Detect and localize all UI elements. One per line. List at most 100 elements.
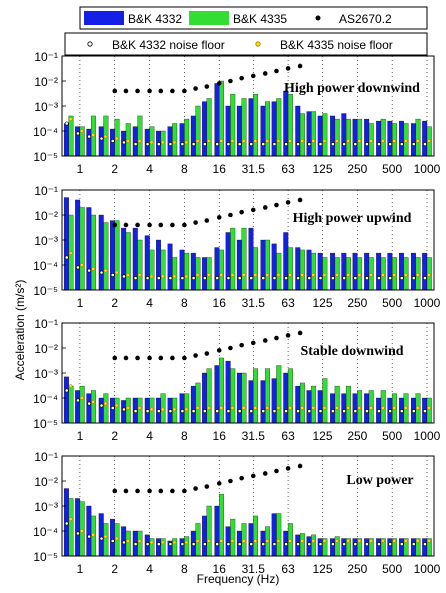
legend-top: B&K 4332 B&K 4335 AS2670.2 xyxy=(79,6,428,30)
point-nf4335 xyxy=(103,268,108,273)
point-nf4335 xyxy=(427,406,431,410)
point-as2670 xyxy=(250,207,256,213)
point-nf4332 xyxy=(272,142,277,146)
x-tick-label: 250 xyxy=(347,562,367,576)
bar-bk4332 xyxy=(422,538,428,557)
point-nf4335 xyxy=(137,406,142,410)
bar-bk4332 xyxy=(202,101,207,157)
point-nf4335 xyxy=(253,406,258,410)
point-nf4335 xyxy=(68,251,73,255)
point-as2670 xyxy=(193,486,198,491)
bar-bk4332 xyxy=(260,239,266,291)
bar-bk4335 xyxy=(219,80,224,157)
bar-bk4335 xyxy=(68,115,74,157)
point-nf4335 xyxy=(160,274,165,279)
point-nf4332 xyxy=(342,276,347,280)
bar-bk4332 xyxy=(179,393,185,424)
point-nf4332 xyxy=(87,134,92,139)
y-tick-label: 10⁻² xyxy=(34,75,58,89)
bar-bk4332 xyxy=(306,390,312,424)
x-tick-label: 4 xyxy=(146,162,153,176)
point-nf4335 xyxy=(206,273,211,277)
y-tick-label: 10⁻² xyxy=(34,475,58,489)
point-nf4335 xyxy=(300,539,304,543)
bar-bk4332 xyxy=(411,252,416,291)
bar-bk4332 xyxy=(271,243,277,291)
point-nf4335 xyxy=(184,540,189,545)
point-nf4335 xyxy=(357,139,362,143)
point-nf4335 xyxy=(160,140,165,145)
point-as2670 xyxy=(135,355,140,361)
point-nf4332 xyxy=(99,536,104,541)
point-nf4335 xyxy=(276,539,281,543)
point-nf4335 xyxy=(241,273,246,277)
point-nf4335 xyxy=(403,406,408,410)
point-nf4332 xyxy=(180,276,185,280)
point-nf4335 xyxy=(288,139,292,143)
point-nf4332 xyxy=(284,142,288,146)
y-tick-label: 10⁻⁴ xyxy=(33,525,58,539)
bar-bk4332 xyxy=(202,515,207,557)
point-nf4332 xyxy=(272,276,277,280)
point-nf4335 xyxy=(195,273,200,277)
bar-bk4332 xyxy=(179,249,185,291)
point-nf4332 xyxy=(377,142,381,146)
point-nf4332 xyxy=(307,542,312,546)
point-as2670 xyxy=(182,88,187,94)
bar-bk4335 xyxy=(68,498,74,557)
bar-bk4335 xyxy=(265,101,271,157)
point-as2670 xyxy=(297,197,303,203)
point-nf4332 xyxy=(388,276,393,280)
bar-bk4335 xyxy=(287,93,293,157)
bar-bk4335 xyxy=(206,505,212,557)
bar-bk4335 xyxy=(334,118,340,157)
point-nf4335 xyxy=(137,139,142,143)
point-as2670 xyxy=(228,78,233,84)
point-nf4335 xyxy=(241,406,246,410)
bar-bk4332 xyxy=(98,126,104,157)
bar-bk4335 xyxy=(184,252,190,291)
point-nf4335 xyxy=(381,539,385,543)
point-as2670 xyxy=(204,484,210,489)
bar-bk4335 xyxy=(230,518,236,557)
panel-4: 10⁻⁵ 10⁻⁴ 10⁻³ 10⁻² 10⁻¹ 1 2 4 8 16 31.5 63 125 250 50… xyxy=(33,450,440,576)
bar-bk4335 xyxy=(195,382,201,424)
bar-bk4332 xyxy=(376,252,382,291)
bar-bk4335 xyxy=(137,239,143,291)
point-nf4335 xyxy=(346,539,350,543)
point-nf4332 xyxy=(156,276,161,280)
point-as2670 xyxy=(285,333,291,338)
point-nf4335 xyxy=(241,139,246,143)
point-as2670 xyxy=(274,202,279,208)
point-nf4332 xyxy=(191,409,196,413)
point-nf4332 xyxy=(318,276,323,280)
bar-bk4332 xyxy=(144,235,150,291)
point-nf4332 xyxy=(168,142,173,146)
point-nf4332 xyxy=(318,409,323,413)
point-nf4332 xyxy=(215,409,220,413)
point-nf4332 xyxy=(296,142,300,146)
y-tick-label: 10⁻¹ xyxy=(34,450,58,464)
x-tick-label: 63 xyxy=(281,562,295,576)
legend-marker-nf4335 xyxy=(255,41,261,47)
bar-bk4332 xyxy=(156,239,161,291)
point-nf4335 xyxy=(392,139,397,143)
bar-bk4332 xyxy=(317,538,323,557)
bar-bk4332 xyxy=(260,380,266,424)
x-tick-label: 2 xyxy=(111,429,118,443)
point-nf4335 xyxy=(80,396,84,400)
bar-bk4332 xyxy=(422,120,428,157)
point-as2670 xyxy=(204,218,210,223)
point-as2670 xyxy=(262,205,268,210)
bar-bk4335 xyxy=(241,227,247,291)
point-nf4332 xyxy=(180,142,185,146)
bar-bk4332 xyxy=(399,252,404,291)
bar-bk4335 xyxy=(230,368,236,424)
point-nf4335 xyxy=(392,539,397,543)
point-as2670 xyxy=(274,468,279,474)
bar-bk4332 xyxy=(98,214,104,291)
bar-bk4332 xyxy=(352,393,358,424)
point-nf4335 xyxy=(160,540,165,545)
bar-bk4332 xyxy=(156,538,161,557)
point-nf4335 xyxy=(126,139,130,143)
